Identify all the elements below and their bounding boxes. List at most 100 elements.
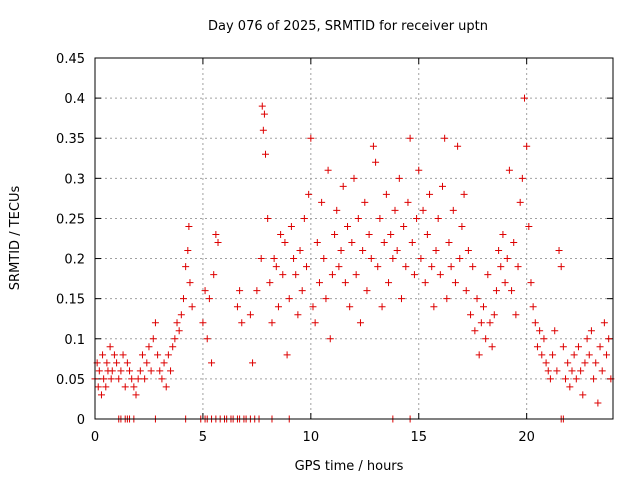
data-point (475, 351, 483, 359)
data-point (341, 279, 349, 287)
data-point (415, 166, 423, 174)
data-point (423, 230, 431, 238)
plot-frame (94, 57, 614, 420)
data-point (413, 214, 421, 222)
data-point (311, 319, 319, 327)
data-point (108, 367, 116, 375)
data-point (107, 375, 115, 383)
data-point (510, 239, 518, 247)
data-point (426, 190, 434, 198)
data-point (326, 335, 334, 343)
data-point (562, 375, 570, 383)
data-point (277, 230, 285, 238)
data-point (339, 182, 347, 190)
data-point (182, 263, 190, 271)
data-point (236, 287, 244, 295)
data-point (305, 190, 313, 198)
data-point (246, 311, 254, 319)
data-point (134, 375, 142, 383)
data-point (259, 126, 267, 134)
data-point (596, 343, 604, 351)
data-point (471, 327, 479, 335)
data-point (283, 351, 291, 359)
data-point (272, 263, 280, 271)
data-point (233, 303, 241, 311)
data-point (106, 343, 114, 351)
data-point (512, 311, 520, 319)
data-point (462, 287, 470, 295)
data-point (185, 222, 193, 230)
data-point (559, 343, 567, 351)
data-point (367, 255, 375, 263)
data-point (402, 263, 410, 271)
data-point (199, 319, 207, 327)
data-point (516, 198, 524, 206)
data-point (100, 375, 108, 383)
data-point (430, 303, 438, 311)
data-point (408, 239, 416, 247)
data-point (94, 383, 102, 391)
data-point (309, 303, 317, 311)
data-point (188, 303, 196, 311)
data-point (376, 214, 384, 222)
data-point (145, 343, 153, 351)
data-point (151, 319, 159, 327)
data-point (499, 230, 507, 238)
data-point (467, 311, 475, 319)
data-point (201, 287, 209, 295)
data-point (385, 279, 393, 287)
data-point (553, 367, 561, 375)
data-point (570, 351, 578, 359)
data-point (456, 255, 464, 263)
data-point (328, 271, 336, 279)
data-point (594, 399, 602, 407)
data-point (257, 255, 265, 263)
data-point (546, 375, 554, 383)
data-point (208, 359, 216, 367)
data-point (605, 335, 613, 343)
data-point (262, 150, 270, 158)
data-point (292, 271, 300, 279)
data-point (432, 247, 440, 255)
data-point (162, 383, 170, 391)
data-point (171, 335, 179, 343)
data-point (387, 230, 395, 238)
data-point (335, 263, 343, 271)
data-point (391, 206, 399, 214)
data-point (505, 166, 513, 174)
data-point (337, 247, 345, 255)
data-point (428, 263, 436, 271)
data-point (102, 383, 110, 391)
data-point (210, 271, 218, 279)
data-point (350, 174, 358, 182)
y-tick-label: 0.05 (56, 373, 85, 388)
data-point (315, 279, 323, 287)
data-point (279, 271, 287, 279)
data-point (436, 271, 444, 279)
data-point (333, 206, 341, 214)
data-point (482, 335, 490, 343)
y-tick-label: 0.15 (56, 293, 85, 308)
data-point (557, 263, 565, 271)
data-point (320, 255, 328, 263)
data-point (460, 190, 468, 198)
data-point (419, 206, 427, 214)
y-tick-label: 0.35 (56, 132, 85, 147)
data-point (119, 351, 127, 359)
data-point (514, 263, 522, 271)
data-point (281, 239, 289, 247)
data-point (592, 359, 600, 367)
data-point (587, 327, 595, 335)
data-point (395, 174, 403, 182)
data-point (169, 343, 177, 351)
data-point (290, 255, 298, 263)
data-point (260, 110, 268, 118)
data-point (523, 142, 531, 150)
data-point (158, 375, 166, 383)
data-point (473, 295, 481, 303)
data-point (126, 367, 134, 375)
data-point (184, 247, 192, 255)
data-point (164, 351, 172, 359)
data-point (99, 351, 107, 359)
data-point (346, 303, 354, 311)
